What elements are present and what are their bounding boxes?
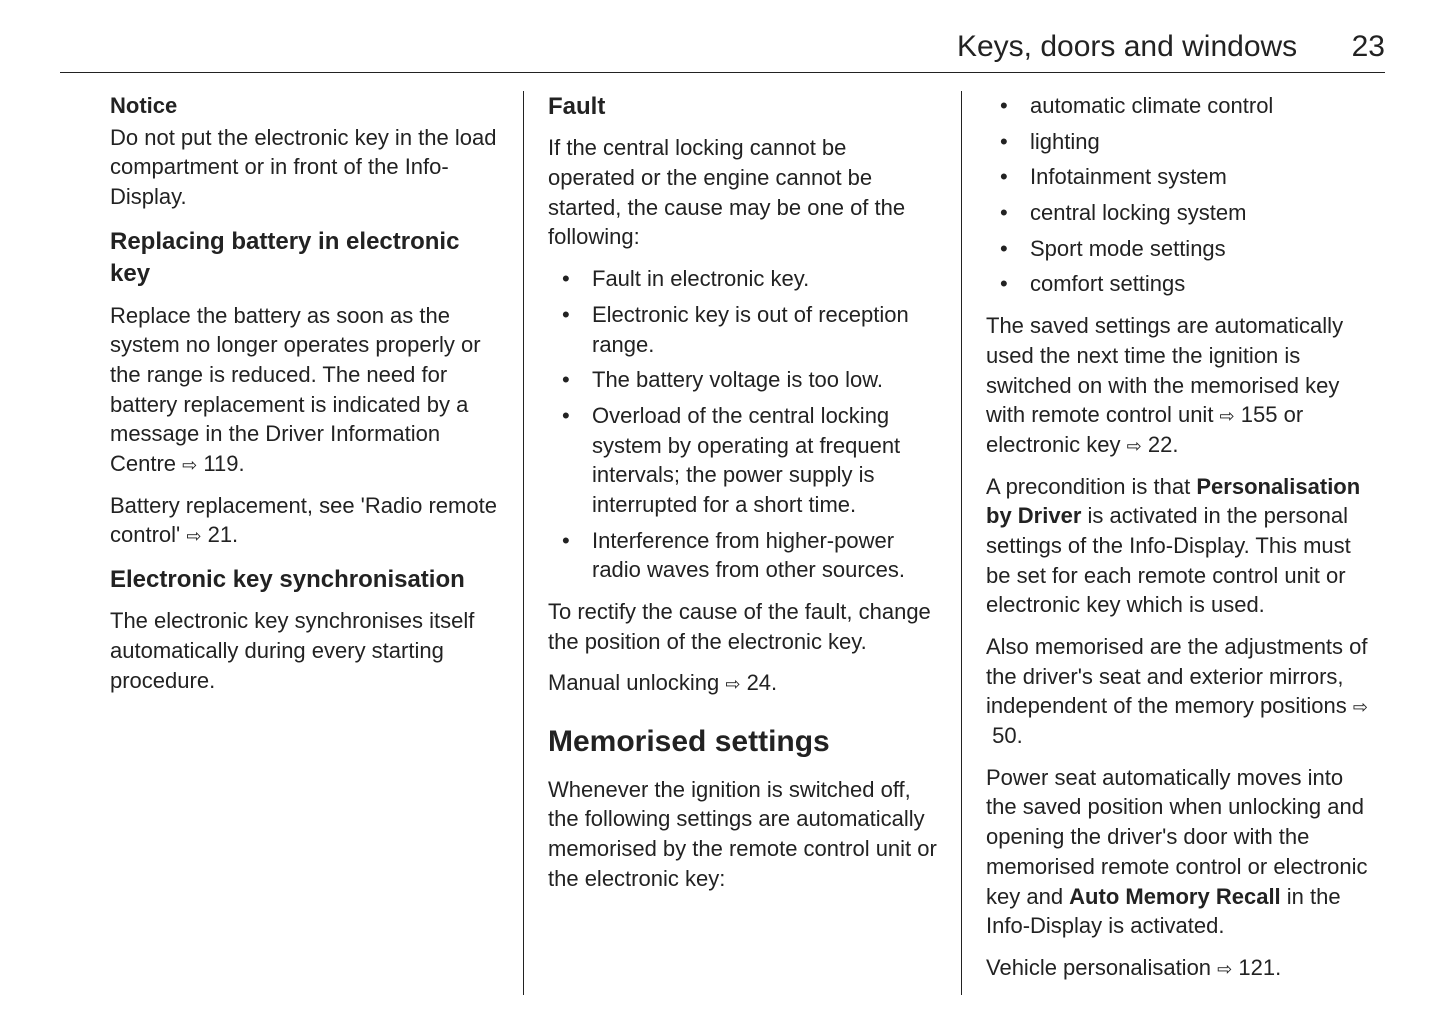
column-1: Notice Do not put the electronic key in … [60,91,523,995]
fault-rectify: To rectify the cause of the fault, chang… [548,597,937,656]
heading-fault: Fault [548,91,937,123]
sync-para: The electronic key synchronises itself a… [110,606,499,695]
mem-para-4: Power seat automatically moves into the … [986,763,1375,941]
text: Vehicle personalisation [986,955,1217,980]
replace-para-1: Replace the battery as soon as the syste… [110,301,499,479]
text: Also memorised are the adjustments of th… [986,634,1368,718]
page-ref: 50. [992,723,1023,748]
page-ref: 119. [203,451,244,476]
list-item: comfort settings [986,269,1375,299]
column-3: automatic climate control lighting Infot… [962,91,1385,995]
list-item: Interference from higher-power radio wav… [548,526,937,585]
heading-memorised: Memorised settings [548,722,937,763]
heading-sync: Electronic key synchronisation [110,564,499,596]
chapter-title: Keys, doors and windows [957,30,1297,64]
notice-label: Notice [110,91,499,121]
list-item: Infotainment system [986,162,1375,192]
reference-icon: ⇨ [186,524,201,548]
mem-para-3: Also memorised are the adjustments of th… [986,632,1375,751]
mem-list: automatic climate control lighting Infot… [986,91,1375,299]
mem-para-2: A precondition is that Personalisation b… [986,472,1375,620]
notice-text: Do not put the electronic key in the loa… [110,123,499,212]
list-item: Overload of the central locking system b… [548,401,937,520]
list-item: automatic climate control [986,91,1375,121]
page-ref: 22. [1148,432,1179,457]
fault-intro: If the central locking cannot be operate… [548,133,937,252]
list-item: Fault in electronic key. [548,264,937,294]
mem-intro: Whenever the ignition is switched off, t… [548,775,937,894]
page-header: Keys, doors and windows 23 [60,30,1385,73]
text: A precondition is that [986,474,1196,499]
list-item: lighting [986,127,1375,157]
content-columns: Notice Do not put the electronic key in … [60,91,1385,995]
reference-icon: ⇨ [725,672,740,696]
page-ref: 21. [208,522,239,547]
reference-icon: ⇨ [182,453,197,477]
page-number: 23 [1352,30,1385,64]
bold-text: Auto Memory Recall [1069,884,1281,909]
mem-para-5: Vehicle personalisation ⇨ 121. [986,953,1375,983]
reference-icon: ⇨ [1217,957,1232,981]
reference-icon: ⇨ [1353,695,1368,719]
reference-icon: ⇨ [1127,434,1142,458]
heading-replace-battery: Replacing battery in electronic key [110,226,499,291]
fault-manual-unlock: Manual unlocking ⇨ 24. [548,668,937,698]
text: Battery replacement, see 'Radio remote c… [110,493,497,548]
list-item: Sport mode settings [986,234,1375,264]
mem-para-1: The saved settings are automatically use… [986,311,1375,459]
manual-page: Keys, doors and windows 23 Notice Do not… [0,0,1445,1035]
list-item: Electronic key is out of reception range… [548,300,937,359]
fault-list: Fault in electronic key. Electronic key … [548,264,937,585]
column-2: Fault If the central locking cannot be o… [523,91,962,995]
list-item: central locking system [986,198,1375,228]
replace-para-2: Battery replacement, see 'Radio remote c… [110,491,499,550]
reference-icon: ⇨ [1220,404,1235,428]
list-item: The battery voltage is too low. [548,365,937,395]
page-ref: 24. [747,670,778,695]
text: Manual unlocking [548,670,725,695]
page-ref: 155 [1241,402,1278,427]
page-ref: 121. [1238,955,1281,980]
text: Replace the battery as soon as the syste… [110,303,481,476]
